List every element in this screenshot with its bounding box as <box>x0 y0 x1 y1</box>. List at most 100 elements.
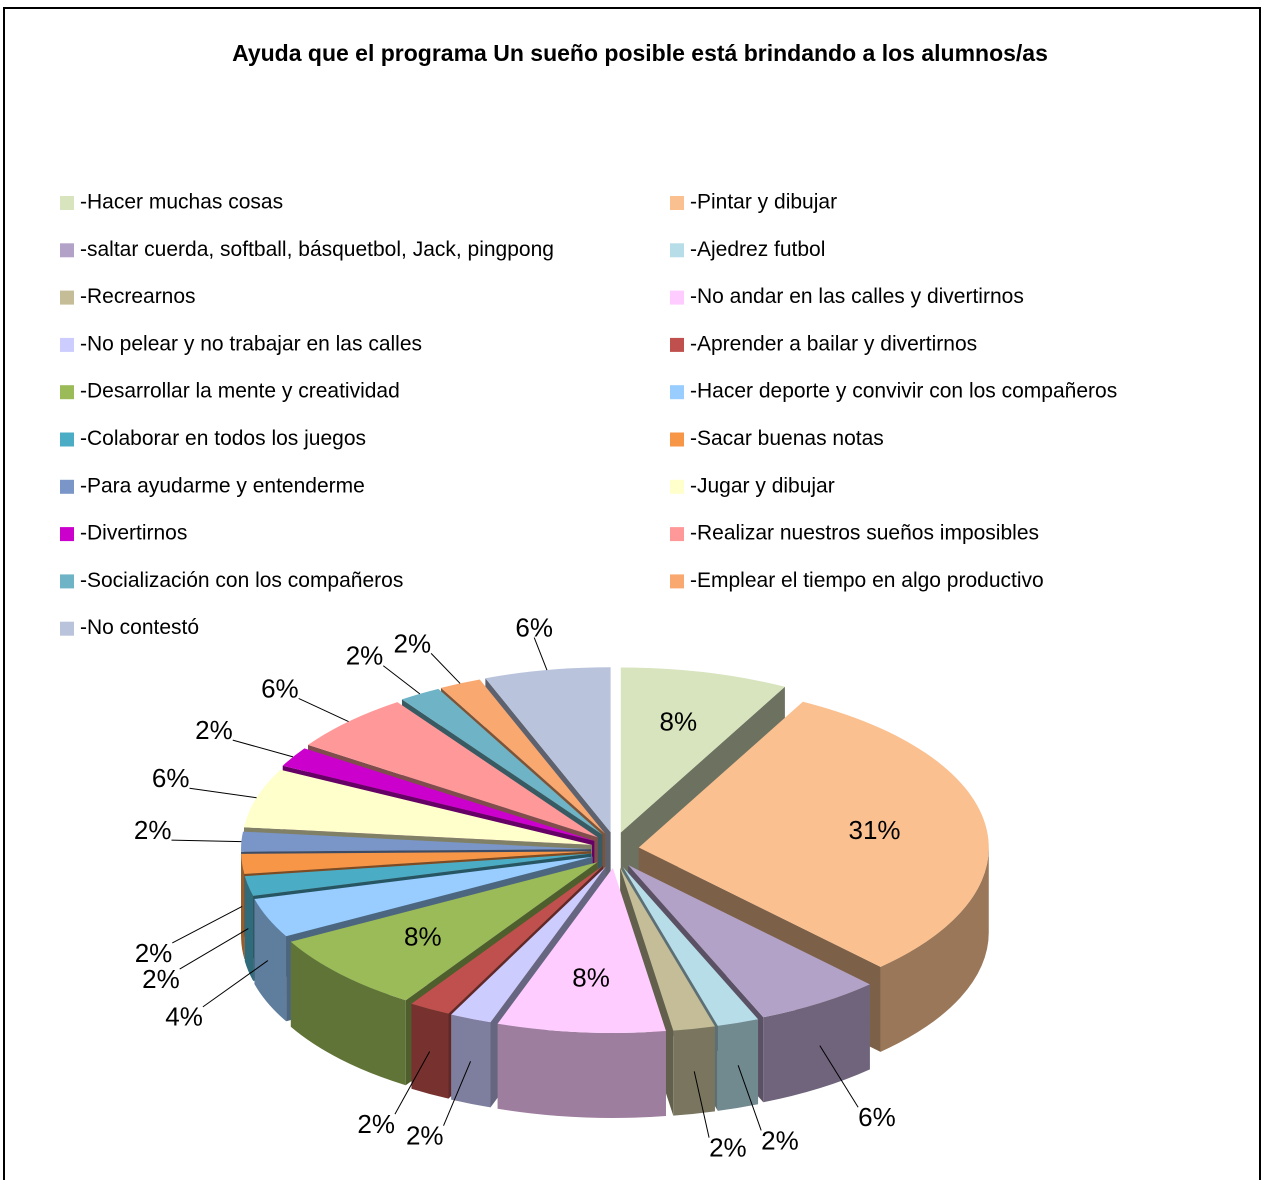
slice-wall <box>763 984 870 1103</box>
leader-line <box>533 637 548 671</box>
legend-swatch <box>60 290 74 305</box>
leader-line <box>189 787 257 799</box>
slice-top <box>411 865 604 1014</box>
data-label: 2% <box>357 1109 395 1139</box>
data-label: 2% <box>394 628 432 658</box>
legend-swatch <box>60 432 74 447</box>
slice-top <box>628 865 870 1018</box>
data-label: 2% <box>406 1121 444 1151</box>
slice-top <box>254 856 593 937</box>
legend-swatch <box>60 621 74 636</box>
legend-label: -No contestó <box>80 616 199 639</box>
slice-wall <box>290 941 406 1086</box>
chart-title: Ayuda que el programa Un sueño posible e… <box>232 40 1048 66</box>
slice-wall <box>880 847 989 1052</box>
slice-top <box>241 851 592 874</box>
slice-wall <box>411 1003 449 1099</box>
slice-top <box>622 866 759 1026</box>
legend-swatch <box>670 479 684 494</box>
leader-line <box>172 905 243 944</box>
legend-swatch <box>670 337 684 352</box>
legend-label: -No andar en las calles y divertirnos <box>690 285 1024 308</box>
legend-label: -Divertirnos <box>80 522 187 545</box>
legend-swatch <box>60 243 74 258</box>
legend-label: -Jugar y dibujar <box>690 474 835 497</box>
slice <box>497 867 666 1118</box>
slice-wall <box>717 1019 759 1111</box>
leader-line <box>443 1061 472 1126</box>
data-label: 4% <box>165 1002 203 1032</box>
data-label: 2% <box>135 938 173 968</box>
slice-top <box>290 862 598 1001</box>
leader-line <box>394 1051 431 1115</box>
slice-top <box>244 853 592 896</box>
leader-line <box>202 960 269 1008</box>
slice-top <box>638 701 989 967</box>
legend-label: -Para ayudarme y entenderme <box>80 474 365 497</box>
legend-swatch <box>60 337 74 352</box>
data-label: 6% <box>152 763 190 793</box>
legend-label: -Hacer muchas cosas <box>80 191 283 214</box>
slice-top <box>401 688 603 835</box>
data-label: 6% <box>261 673 299 703</box>
leader-line <box>819 1045 859 1108</box>
leader-line <box>232 739 294 758</box>
legend-swatch <box>60 527 74 542</box>
data-label: 6% <box>858 1102 896 1132</box>
slice-top <box>485 667 611 833</box>
legend-label: -Colaborar en todos los juegos <box>80 427 366 450</box>
legend-label: -Emplear el tiempo en algo productivo <box>690 569 1044 592</box>
legend-label: -Desarrollar la mente y creatividad <box>80 380 400 403</box>
slice-top <box>241 831 592 852</box>
slice-top <box>243 769 593 845</box>
legend-swatch <box>60 385 74 400</box>
data-label: 2% <box>709 1132 747 1162</box>
legend-swatch <box>60 479 74 494</box>
legend-label: -saltar cuerda, softball, básquetbol, Ja… <box>80 238 554 261</box>
slice-top <box>620 867 715 1031</box>
data-label: 2% <box>142 964 180 994</box>
legend-label: -Ajedrez futbol <box>690 238 825 261</box>
legend-label: -No pelear y no trabajar en las calles <box>80 332 422 355</box>
slice-top <box>440 679 606 834</box>
legend-swatch <box>670 527 684 542</box>
leader-line <box>179 928 249 970</box>
slice-top <box>308 702 598 838</box>
data-label: 2% <box>134 815 172 845</box>
leader-line <box>737 1065 762 1131</box>
slice-top <box>497 867 666 1033</box>
data-label: 6% <box>515 612 553 642</box>
data-label: 31% <box>849 815 901 845</box>
legend-label: -Socialización con los compañeros <box>80 569 403 592</box>
slice-wall <box>497 1023 666 1118</box>
leader-line <box>430 653 461 684</box>
legend-swatch <box>670 432 684 447</box>
leader-line <box>171 839 242 843</box>
data-label: 2% <box>346 641 384 671</box>
legend-swatch <box>60 196 74 210</box>
legend-swatch <box>670 290 684 305</box>
slice-wall <box>673 1026 715 1116</box>
data-label: 8% <box>572 963 610 993</box>
slice-wall <box>244 876 254 981</box>
slice-top <box>451 866 606 1023</box>
slice-top <box>620 667 785 833</box>
legend-label: -Pintar y dibujar <box>690 191 837 214</box>
legend-swatch <box>670 243 684 258</box>
data-label: 2% <box>195 715 233 745</box>
data-label: 2% <box>761 1125 799 1155</box>
legend-label: -Sacar buenas notas <box>690 427 884 450</box>
leader-line <box>298 697 349 723</box>
leader-line <box>693 1071 710 1138</box>
legend-label: -Hacer deporte y convivir con los compañ… <box>690 380 1117 403</box>
legend-label: -Realizar nuestros sueños imposibles <box>690 522 1039 545</box>
legend-label: -Aprender a bailar y divertirnos <box>690 332 977 355</box>
slice-top <box>282 748 595 841</box>
leader-line <box>382 665 421 695</box>
slice-wall <box>254 898 287 1022</box>
data-label: 8% <box>660 707 698 737</box>
legend-label: -Recrearnos <box>80 285 196 308</box>
legend-swatch <box>670 196 684 210</box>
data-label: 8% <box>404 921 442 951</box>
